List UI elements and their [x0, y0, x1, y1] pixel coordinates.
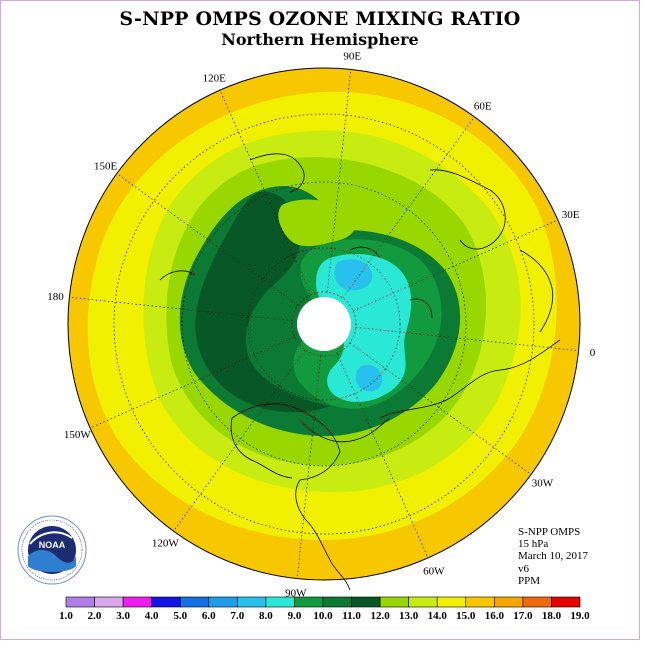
colorbar: 1.0 2.0 3.0 4.0 5.0 6.0 7.0 8.0 9.0 10.0 11.0 12.0 1… — [59, 596, 590, 622]
noaa-logo-text: NOAA — [39, 540, 66, 550]
colorbar-swatch — [265, 596, 295, 608]
meridian-line — [116, 173, 299, 306]
colorbar-swatch — [494, 596, 524, 608]
colorbar-tick-label: 5.0 — [173, 610, 187, 622]
latitude-circles — [113, 113, 535, 535]
info-block: S-NPP OMPS 15 hPa March 10, 2017 v6 PPM — [518, 526, 588, 587]
meridian-line — [173, 349, 306, 532]
colorbar-swatch — [322, 596, 352, 608]
colorbar-swatch — [436, 596, 467, 608]
info-instrument: S-NPP OMPS — [518, 526, 581, 538]
colorbar-tick-label: 4.0 — [145, 610, 159, 622]
colorbar-tick-label: 19.0 — [570, 610, 590, 622]
longitude-label: 60E — [474, 101, 492, 113]
colorbar-swatch — [237, 596, 267, 608]
ozone-field — [68, 68, 580, 580]
colorbar-swatch — [408, 596, 438, 608]
colorbar-tick-label: 7.0 — [230, 610, 244, 622]
colorbar-swatch — [379, 596, 409, 608]
longitude-label: 180 — [47, 291, 64, 303]
colorbar-swatch — [551, 596, 581, 608]
contour-6-7-a — [334, 259, 373, 291]
colorbar-tick-label: 11.0 — [342, 610, 361, 622]
colorbar-tick-label: 14.0 — [428, 610, 448, 622]
longitude-label: 150W — [64, 429, 92, 441]
colorbar-swatch — [122, 596, 152, 608]
missing-data-pole — [297, 297, 351, 351]
contour-6-7-b — [355, 364, 383, 392]
colorbar-tick-label: 8.0 — [259, 610, 273, 622]
contour-9-10 — [195, 191, 330, 413]
colorbar-swatch — [65, 596, 95, 608]
longitude-label: 0 — [590, 347, 596, 359]
contour-upper-pocket — [278, 199, 357, 247]
longitude-labels: 0 30E 60E 90E 120E 150E 180 150W 120W 90W 60W 30W — [47, 50, 596, 599]
colorbar-swatch — [465, 596, 495, 608]
meridian-line — [349, 342, 532, 475]
map-subtitle: Northern Hemisphere — [221, 30, 419, 49]
colorbar-swatch — [94, 596, 124, 608]
meridian-line — [353, 219, 559, 312]
meridian-line — [342, 116, 475, 299]
colorbar-swatch — [294, 596, 324, 608]
coastlines — [159, 153, 561, 591]
meridian-line — [219, 89, 312, 295]
meridians — [69, 69, 579, 579]
figure-frame — [0, 0, 640, 640]
colorbar-tick-label: 18.0 — [542, 610, 562, 622]
info-date: March 10, 2017 — [518, 550, 588, 563]
meridian-line — [355, 326, 579, 352]
colorbar-swatch — [208, 596, 238, 608]
info-version: v6 — [518, 562, 529, 575]
colorbar-tick-label: 6.0 — [202, 610, 216, 622]
colorbar-tick-label: 3.0 — [116, 610, 130, 622]
colorbar-tick-label: 10.0 — [313, 610, 333, 622]
meridian-line — [336, 353, 429, 559]
longitude-label: 120W — [152, 537, 180, 549]
meridian-line — [69, 296, 293, 322]
noaa-logo: NOAA — [17, 515, 87, 585]
longitude-label: 120E — [203, 72, 227, 84]
colorbar-swatch — [151, 596, 181, 608]
colorbar-tick-label: 13.0 — [399, 610, 419, 622]
contour-7-8 — [316, 254, 412, 402]
colorbar-tick-label: 2.0 — [88, 610, 102, 622]
longitude-label: 30W — [532, 478, 554, 490]
info-units: PPM — [518, 574, 541, 587]
colorbar-tick-label: 9.0 — [288, 610, 302, 622]
longitude-label: 60W — [423, 566, 445, 578]
meridian-line — [89, 336, 295, 429]
longitude-label: 150E — [94, 160, 118, 172]
longitude-label: 90E — [343, 50, 361, 62]
map-boundary — [67, 67, 581, 581]
info-pressure: 15 hPa — [518, 538, 549, 551]
longitude-label: 30E — [562, 209, 580, 221]
colorbar-tick-label: 17.0 — [513, 610, 533, 622]
colorbar-swatch — [522, 596, 552, 608]
colorbar-swatch — [351, 596, 381, 608]
meridian-line — [326, 69, 352, 293]
colorbar-swatch — [179, 596, 210, 608]
colorbar-tick-label: 16.0 — [485, 610, 505, 622]
colorbar-tick-label: 1.0 — [59, 610, 73, 622]
longitude-label: 90W — [285, 588, 307, 600]
meridian-line — [296, 355, 322, 579]
colorbar-tick-label: 12.0 — [370, 610, 390, 622]
colorbar-tick-label: 15.0 — [456, 610, 476, 622]
map-title: S-NPP OMPS OZONE MIXING RATIO — [119, 8, 521, 30]
